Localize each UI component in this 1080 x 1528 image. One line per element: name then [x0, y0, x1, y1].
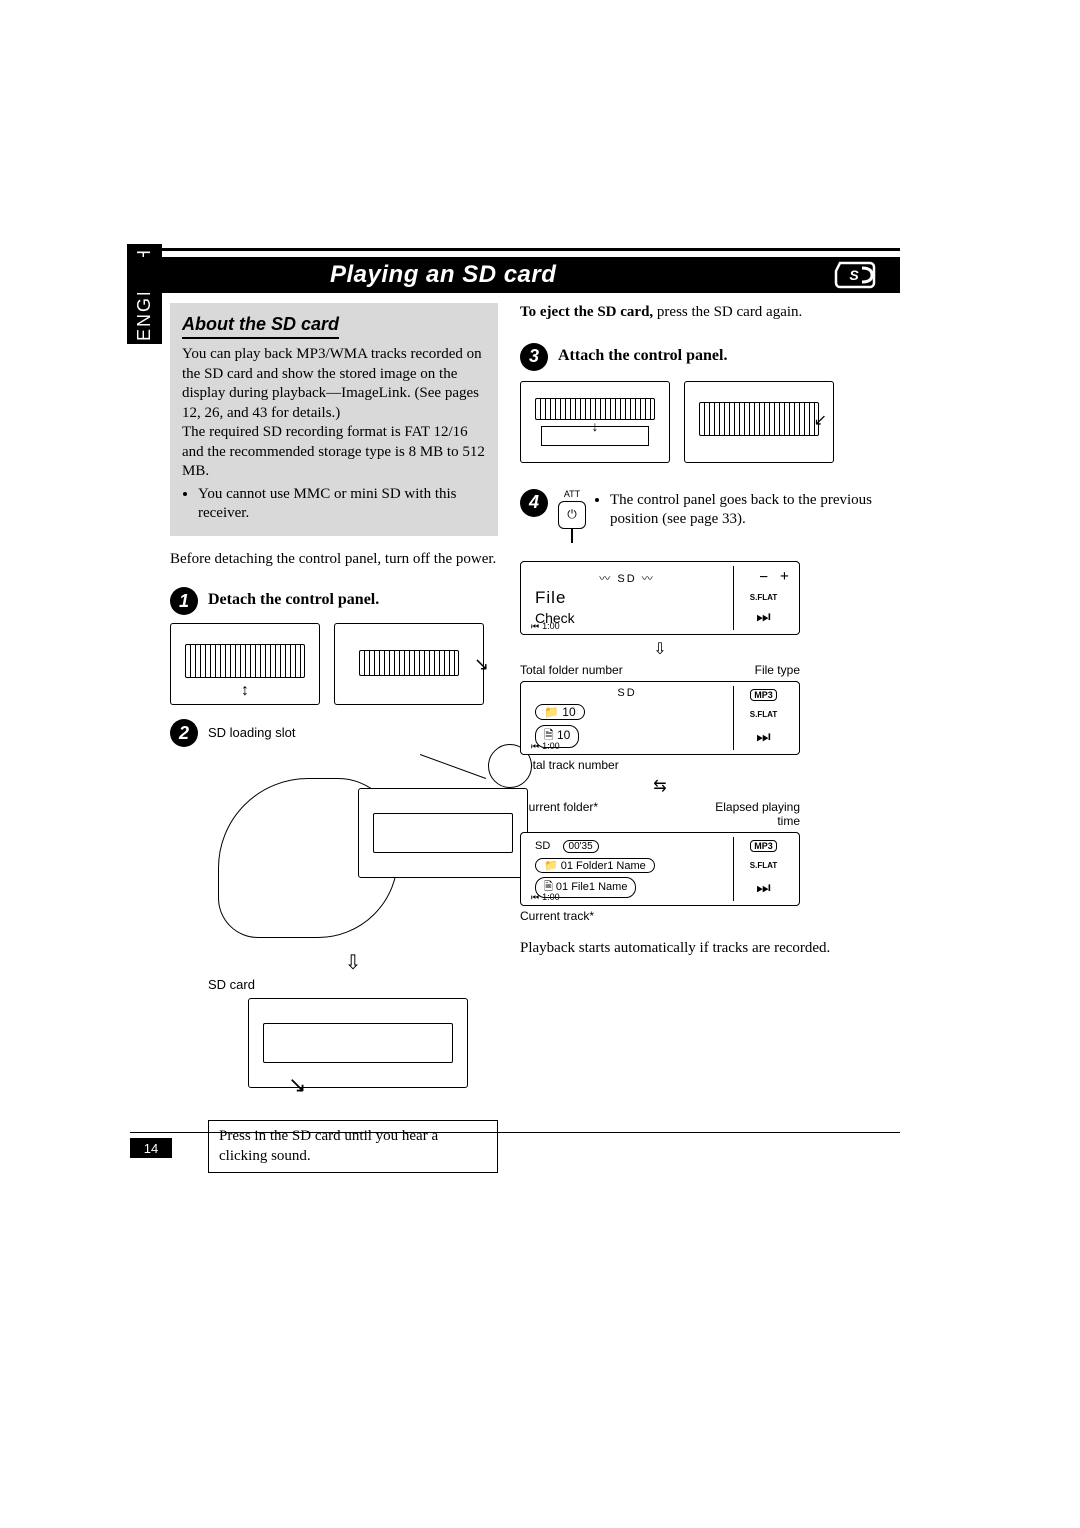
- anno-elapsed: Elapsed playing time: [690, 800, 800, 828]
- lcd3-sd-badge: SD: [535, 840, 550, 852]
- attach-panel-1-icon: ↓: [520, 381, 670, 463]
- lcd1-line2: Check: [535, 610, 719, 626]
- sd-logo-icon: S: [820, 257, 900, 293]
- playback-note: Playback starts automatically if tracks …: [520, 939, 900, 959]
- lcd1-plus: +: [780, 568, 789, 586]
- lcd3-next-icon: ⏭: [756, 880, 770, 898]
- lcd1-flat: S.FLAT: [747, 593, 780, 602]
- lcd3-folder-line: 01 Folder1 Name: [561, 860, 646, 872]
- lcd2-clock: 1:00: [542, 741, 560, 751]
- lcd3-clock: 1:00: [542, 892, 560, 902]
- lcd2-mp3-badge: MP3: [750, 689, 777, 701]
- arrow-down-1-icon: ⇩: [520, 639, 800, 659]
- anno-current-track: Current track*: [520, 909, 900, 923]
- step-2-number: 2: [170, 719, 198, 747]
- bottom-rule: [130, 1132, 900, 1133]
- step-2-header: 2 SD loading slot ⇩ SD card ↘: [170, 719, 498, 1173]
- lcd3-mp3-badge: MP3: [750, 840, 777, 852]
- lcd3-flat: S.FLAT: [747, 861, 780, 870]
- att-button-icon: ATT ⏻: [558, 489, 586, 543]
- eject-instruction: To eject the SD card, press the SD card …: [520, 303, 900, 323]
- lcd2-folder-val: 10: [562, 705, 575, 719]
- step-3-title: Attach the control panel.: [558, 347, 727, 365]
- svg-text:S: S: [849, 267, 859, 283]
- page-title: Playing an SD card: [330, 261, 556, 289]
- columns: About the SD card You can play back MP3/…: [130, 303, 900, 1173]
- lcd1-clock-val: 1:00: [542, 621, 560, 631]
- step-1-header: 1 Detach the control panel.: [170, 587, 498, 615]
- sd-insert-illustration: [208, 748, 528, 948]
- attach-panel-2-icon: ↙: [684, 381, 834, 463]
- top-rule: [130, 248, 900, 251]
- press-instruction-box: Press in the SD card until you hear a cl…: [208, 1120, 498, 1173]
- step-4-number: 4: [520, 489, 548, 517]
- step-3-illustration: ↓ ↙: [520, 381, 900, 463]
- about-box: About the SD card You can play back MP3/…: [170, 303, 498, 536]
- lcd2-next-icon: ⏭: [756, 729, 770, 747]
- lcd-now-playing: SD 00'35 📁 01 Folder1 Name 🗎 01 File1 Na…: [520, 832, 800, 906]
- lcd-totals: SD 📁 10 🗎 10 ⏮ 1:00 MP3 S.FLAT ⏭: [520, 681, 800, 755]
- lcd2-top-annotations: Total folder number File type: [520, 663, 800, 677]
- lcd2-sd-badge: SD: [535, 687, 719, 699]
- title-bar: Playing an SD card S: [130, 257, 900, 293]
- anno-total-track: Total track number: [520, 758, 900, 772]
- arrow-swap-icon: ⇆: [520, 776, 800, 796]
- step-4-bullet: The control panel goes back to the previ…: [610, 491, 900, 530]
- down-arrow-icon: ⇩: [208, 950, 498, 975]
- step-3-number: 3: [520, 343, 548, 371]
- step-1-illustration: ↕ ↘: [170, 623, 498, 705]
- callout-leader-icon: [420, 754, 486, 779]
- before-detach-text: Before detaching the control panel, turn…: [170, 550, 498, 570]
- device-removed-icon: ↘: [334, 623, 484, 705]
- att-label: ATT: [558, 489, 586, 499]
- device-front-icon: ↕: [170, 623, 320, 705]
- sd-slot-label: SD loading slot: [208, 725, 498, 740]
- lcd2-folder-pill: 📁 10: [535, 704, 585, 720]
- power-icon: ⏻: [558, 501, 586, 529]
- lcd1-prev-icon: ⏮: [531, 621, 539, 632]
- left-column: About the SD card You can play back MP3/…: [130, 303, 498, 1173]
- lcd1-sd-badge: SD: [617, 573, 636, 585]
- eject-instruction-bold: To eject the SD card,: [520, 304, 653, 320]
- lcd3-folder-pill: 📁 01 Folder1 Name: [535, 858, 655, 873]
- lcd3-top-annotations: Current folder* Elapsed playing time: [520, 800, 800, 828]
- step-1-number: 1: [170, 587, 198, 615]
- eject-instruction-rest: press the SD card again.: [653, 304, 802, 320]
- anno-total-folder: Total folder number: [520, 663, 623, 677]
- lcd3-file-line: 01 File1 Name: [556, 881, 628, 893]
- lcd1-clock: ⏮ 1:00: [531, 621, 560, 632]
- right-column: To eject the SD card, press the SD card …: [520, 303, 900, 1173]
- step-1-title: Detach the control panel.: [208, 591, 379, 609]
- step-3-header: 3 Attach the control panel.: [520, 343, 900, 371]
- manual-page: ENGLISH Playing an SD card S About the S…: [130, 248, 900, 1173]
- sd-card-label: SD card: [208, 977, 498, 992]
- about-bullet: You cannot use MMC or mini SD with this …: [198, 485, 486, 524]
- anno-current-folder: Current folder*: [520, 800, 598, 828]
- lcd3-elapsed: 00'35: [563, 840, 599, 853]
- about-body-2: The required SD recording format is FAT …: [182, 423, 486, 482]
- lcd-file-check: 〰 SD 〰 File Check ⏮ 1:00 − S.FLAT + ⏭: [520, 561, 800, 635]
- unit-face-2-icon: [248, 998, 468, 1088]
- page-number: 14: [130, 1138, 172, 1158]
- lcd1-minus: −: [759, 569, 768, 587]
- lcd-stack: 〰 SD 〰 File Check ⏮ 1:00 − S.FLAT + ⏭ ⇩: [520, 561, 900, 923]
- lcd2-flat: S.FLAT: [747, 710, 780, 719]
- step-4-text: The control panel goes back to the previ…: [596, 491, 900, 530]
- insert-arrow-icon: ↘: [288, 1072, 306, 1098]
- about-heading: About the SD card: [182, 313, 339, 339]
- anno-file-type: File type: [755, 663, 800, 677]
- lcd1-next-icon: ⏭: [756, 609, 770, 627]
- step-4-header: 4 ATT ⏻ The control panel goes back to t…: [520, 489, 900, 543]
- unit-face-icon: [358, 788, 528, 878]
- about-body-1: You can play back MP3/WMA tracks recorde…: [182, 345, 486, 423]
- lcd1-line1: File: [535, 588, 719, 608]
